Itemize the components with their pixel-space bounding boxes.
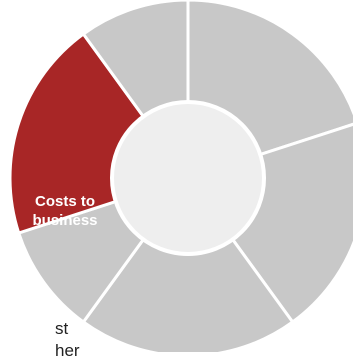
partial-text-line-2: her [55, 341, 80, 360]
partial-side-text: st her [55, 318, 115, 362]
cycle-segments [8, 0, 353, 352]
partial-text-line-1: st [55, 319, 69, 338]
cycle-diagram: Costs to business [8, 0, 353, 352]
segment-label-costs-line2: business [32, 212, 97, 229]
segment-label-costs-line1: Costs to [35, 193, 95, 210]
center-circle [110, 100, 266, 256]
